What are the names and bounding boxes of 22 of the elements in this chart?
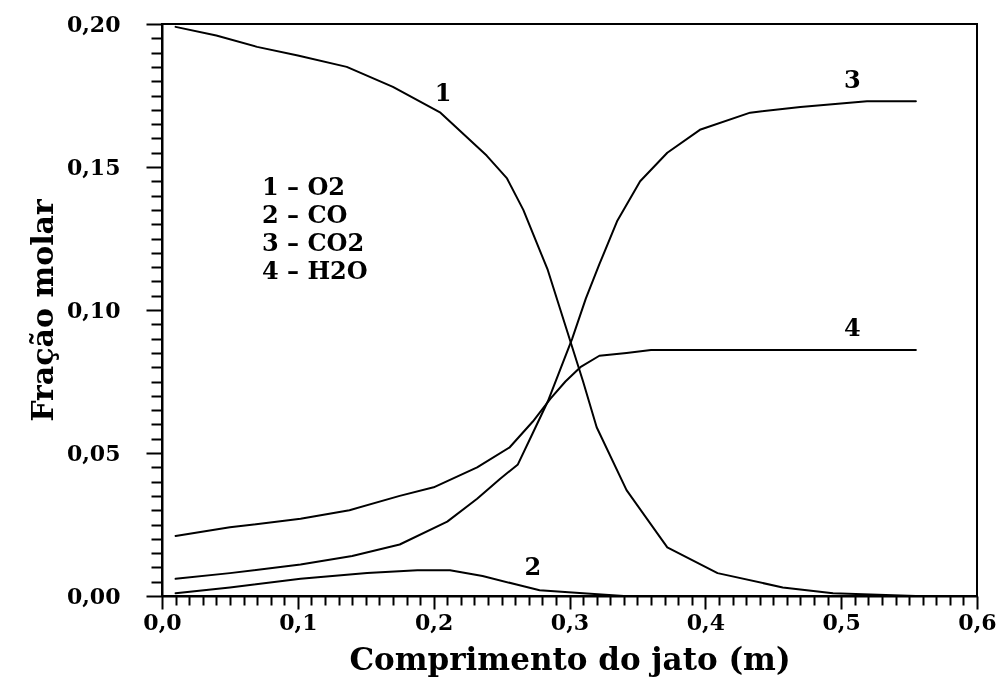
x-tick-label: 0,1 (279, 608, 318, 635)
y-tick-label: 0,10 (66, 296, 121, 323)
annotation: 3 – CO2 (262, 228, 365, 257)
series-label: 3 (843, 65, 861, 95)
x-tick-label: 0,6 (958, 608, 997, 635)
y-tick-label: 0,20 (66, 10, 121, 37)
annotation: 1 – O2 (262, 172, 346, 201)
series-label: 1 (434, 78, 452, 108)
x-tick-label: 0,2 (415, 608, 454, 635)
annotation: 4 – H2O (262, 256, 368, 285)
x-tick-label: 0,4 (686, 608, 725, 635)
y-axis-title: Fração molar (24, 198, 60, 422)
series-label: 2 (524, 551, 542, 581)
y-tick-label: 0,00 (66, 582, 121, 609)
x-tick-label: 0,0 (143, 608, 182, 635)
series-label: 4 (843, 313, 861, 343)
annotation: 2 – CO (262, 200, 348, 229)
x-tick-label: 0,5 (822, 608, 861, 635)
y-tick-label: 0,15 (66, 153, 121, 180)
x-axis-title: Comprimento do jato (m) (349, 640, 791, 677)
y-tick-label: 0,05 (66, 439, 121, 466)
x-tick-label: 0,3 (550, 608, 590, 635)
